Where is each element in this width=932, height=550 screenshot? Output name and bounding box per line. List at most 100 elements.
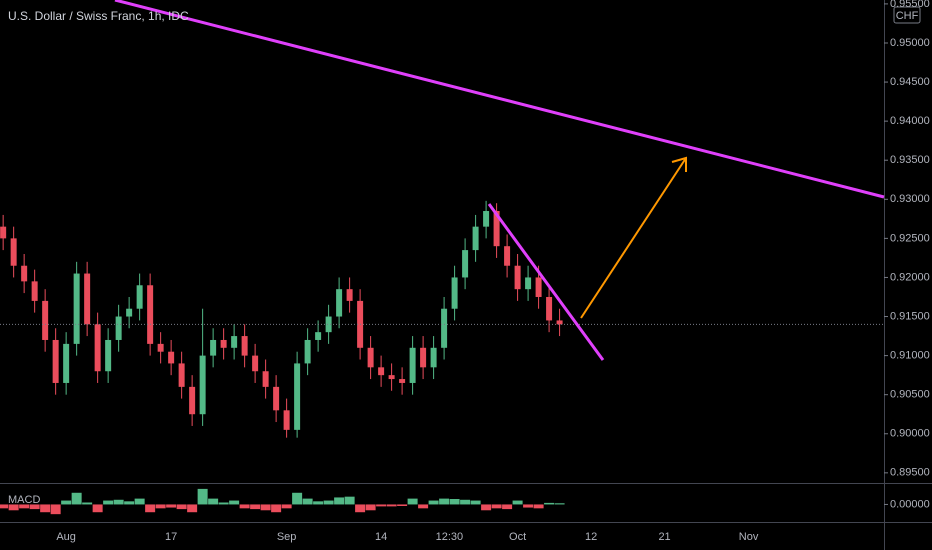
candle-body (420, 347, 427, 368)
x-tick-label: Aug (56, 531, 76, 543)
candle-body (105, 339, 112, 372)
candle-body (94, 324, 101, 372)
candle-body (241, 336, 248, 356)
candle-body (42, 300, 49, 340)
histogram-bar (40, 504, 51, 513)
candle-body (136, 285, 143, 309)
candle-body (294, 363, 301, 430)
x-tick-label: 17 (165, 531, 177, 543)
histogram-bar (449, 499, 460, 505)
histogram-bar (50, 504, 61, 515)
histogram-bar (313, 501, 324, 505)
candle-body (556, 320, 563, 325)
histogram-bar (460, 499, 471, 505)
candle-body (189, 386, 196, 415)
histogram-bar (155, 504, 166, 509)
candle-body (157, 343, 164, 352)
histogram-bar (365, 504, 376, 511)
histogram-bar (386, 504, 397, 507)
candle-body (252, 355, 259, 372)
histogram-bar (355, 504, 366, 513)
histogram-bar (19, 504, 30, 509)
candle-body (210, 339, 217, 356)
candle-body (115, 316, 122, 340)
trend-line (487, 203, 605, 361)
candle-body (514, 265, 521, 290)
candle-body (0, 226, 7, 239)
histogram-bar (187, 504, 198, 513)
arrow-head (671, 156, 687, 172)
histogram-bar (197, 488, 208, 505)
candle-body (535, 277, 542, 297)
histogram-bar (481, 504, 492, 511)
x-tick-label: 12:30 (436, 531, 464, 543)
histogram-bar (113, 499, 124, 505)
histogram-bar (439, 498, 450, 505)
y-tick-label: 0.93000 (890, 193, 930, 205)
x-tick-label: Nov (739, 531, 759, 543)
histogram-bar (0, 504, 9, 509)
y-tick-label: 0.00000 (890, 498, 930, 510)
histogram-bar (218, 502, 229, 505)
trend-line (114, 0, 885, 199)
histogram-bar (533, 504, 544, 509)
candle-body (325, 316, 332, 333)
y-tick-label: 0.93500 (890, 154, 930, 166)
y-tick-label: 0.92500 (890, 232, 930, 244)
histogram-bar (407, 498, 418, 505)
histogram-bar (134, 498, 145, 505)
indicator-title: MACD (8, 494, 40, 506)
y-tick-label: 0.91500 (890, 310, 930, 322)
histogram-bar (397, 504, 408, 506)
candle-body (451, 277, 458, 309)
candle-body (304, 339, 311, 364)
y-tick-label: 0.94000 (890, 115, 930, 127)
candle-body (21, 265, 28, 282)
candle-body (262, 371, 269, 387)
candle-body (336, 289, 343, 317)
histogram-bar (260, 504, 271, 511)
y-tick-label: 0.90500 (890, 389, 930, 401)
histogram-bar (145, 504, 156, 513)
candle-body (525, 277, 532, 290)
candle-body (10, 238, 17, 266)
histogram-bar (344, 496, 355, 505)
histogram-bar (281, 504, 292, 509)
candle-body (388, 375, 395, 380)
histogram-bar (82, 502, 93, 505)
histogram-bar (239, 504, 250, 509)
histogram-bar (29, 504, 40, 510)
x-tick-label: Oct (509, 531, 526, 543)
histogram-bar (250, 504, 261, 510)
y-tick-label: 0.90000 (890, 428, 930, 440)
candle-body (367, 347, 374, 368)
candle-body (231, 336, 238, 348)
candle-body (493, 211, 500, 247)
candle-body (472, 226, 479, 251)
histogram-bar (103, 500, 114, 505)
histogram-bar (512, 500, 523, 505)
y-tick-label: 0.92000 (890, 271, 930, 283)
candle-body (84, 273, 91, 325)
x-tick-label: 12 (585, 531, 597, 543)
candle-body (199, 355, 206, 415)
histogram-bar (71, 492, 82, 505)
candle-body (441, 308, 448, 348)
candle-body (315, 332, 322, 340)
candle-body (409, 347, 416, 383)
candle-body (178, 363, 185, 387)
histogram-bar (470, 500, 481, 505)
histogram-bar (554, 503, 565, 505)
candle-body (273, 386, 280, 411)
histogram-bar (208, 498, 219, 505)
candle-body (31, 281, 38, 301)
histogram-bar (292, 492, 303, 505)
histogram-bar (124, 501, 135, 505)
histogram-bar (523, 504, 534, 508)
histogram-bar (92, 504, 103, 513)
candle-body (220, 339, 227, 348)
y-tick-label: 0.95500 (890, 0, 930, 10)
candle-body (126, 308, 133, 317)
